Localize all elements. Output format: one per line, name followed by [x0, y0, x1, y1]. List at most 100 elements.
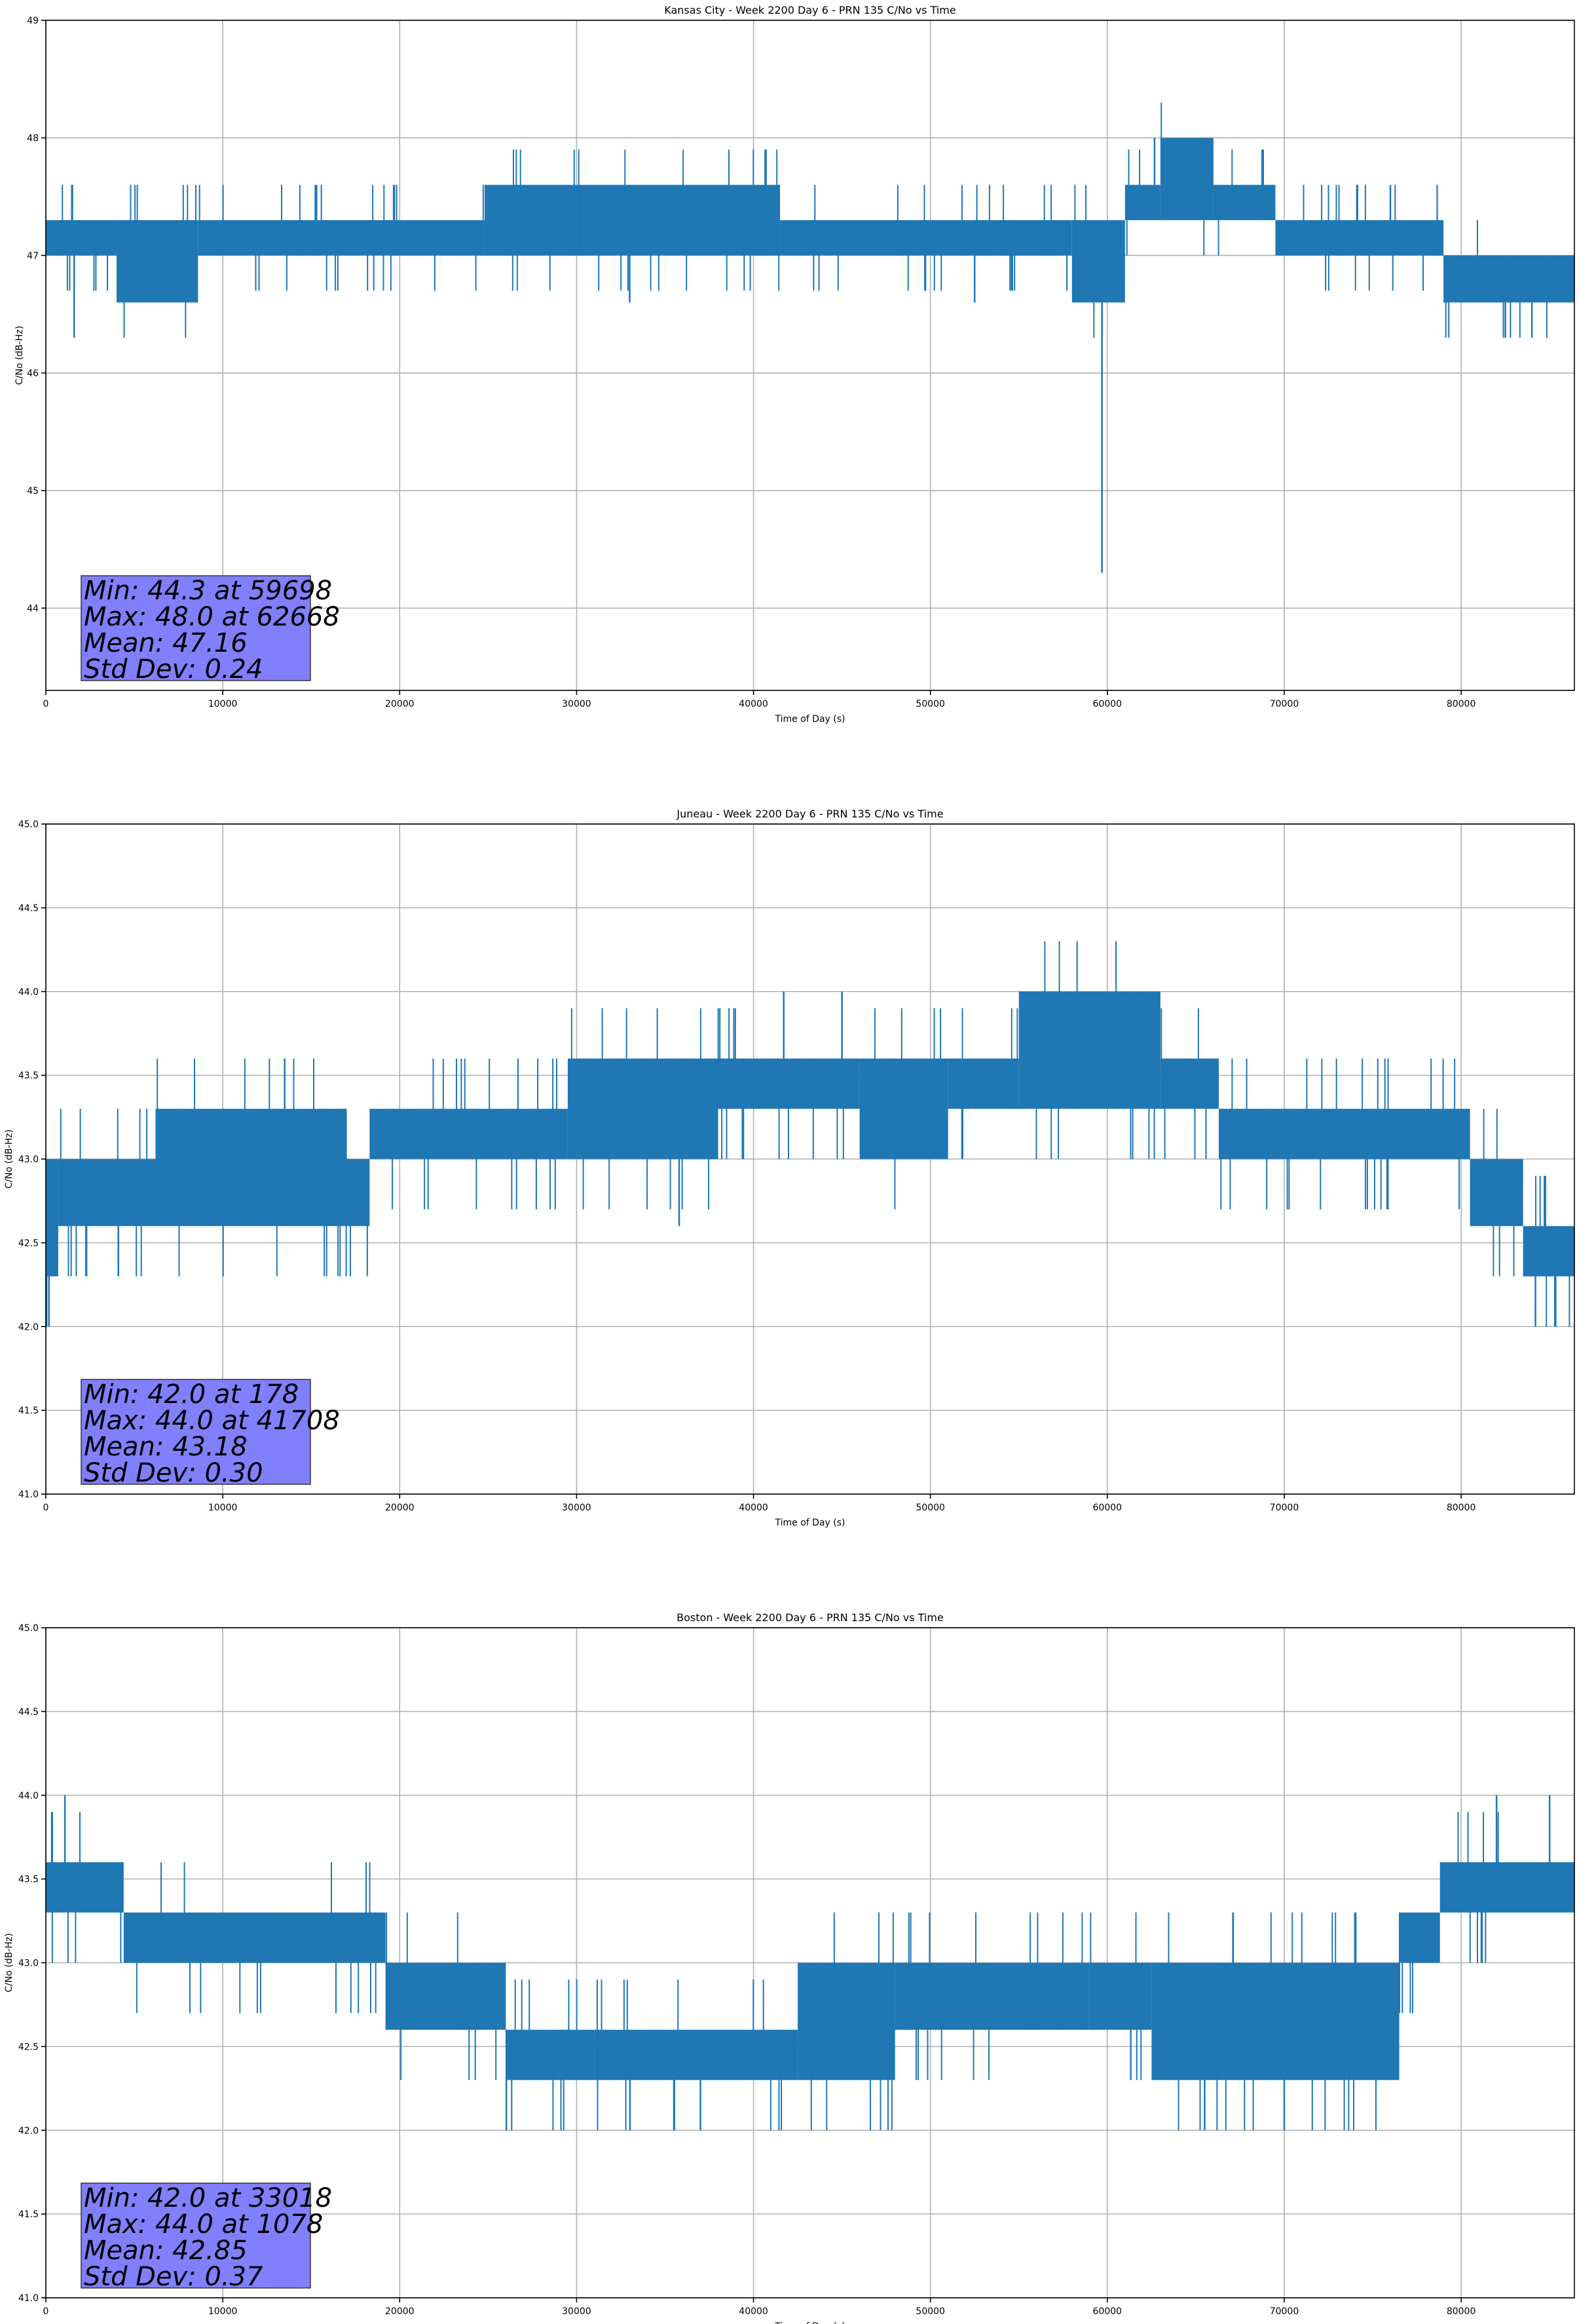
- x-tick-label: 40000: [739, 699, 768, 709]
- data-band: [1275, 220, 1444, 255]
- stats-line: Min: 42.0 at 178: [84, 1379, 299, 1410]
- x-tick-label: 70000: [1270, 699, 1299, 709]
- x-tick-label: 80000: [1447, 1503, 1476, 1513]
- x-tick-label: 50000: [916, 699, 945, 709]
- y-tick-label: 44.5: [18, 1707, 39, 1717]
- y-tick-label: 41.5: [18, 1406, 39, 1416]
- y-tick-label: 42.0: [18, 1322, 39, 1332]
- data-band: [1213, 185, 1276, 221]
- x-tick-label: 60000: [1093, 699, 1122, 709]
- y-axis-label: C/No (dB-Hz): [14, 326, 25, 384]
- data-band: [1160, 138, 1214, 221]
- data-band: [1439, 1862, 1574, 1913]
- data-band: [1089, 1962, 1152, 2030]
- stats-line: Mean: 42.85: [84, 2236, 248, 2266]
- x-tick-label: 60000: [1093, 1503, 1122, 1513]
- y-tick-label: 43.0: [18, 1155, 39, 1165]
- data-band: [123, 1912, 386, 1963]
- stats-line: Std Dev: 0.30: [84, 1458, 263, 1488]
- x-tick-label: 0: [43, 2306, 49, 2317]
- y-tick-label: 49: [27, 16, 39, 26]
- data-band: [1523, 1226, 1574, 1277]
- x-tick-label: 80000: [1447, 699, 1476, 709]
- x-tick-label: 0: [43, 699, 49, 709]
- x-tick-label: 80000: [1447, 2306, 1476, 2317]
- data-band: [948, 1059, 1019, 1109]
- data-line: [46, 941, 1570, 1327]
- data-band: [385, 1962, 506, 2030]
- x-tick-label: 70000: [1270, 1503, 1299, 1513]
- y-tick-label: 42.5: [18, 2042, 39, 2052]
- data-band: [567, 1059, 718, 1159]
- x-tick-label: 50000: [916, 1503, 945, 1513]
- stats-line: Max: 44.0 at 1078: [84, 2209, 323, 2240]
- y-tick-label: 42.5: [18, 1238, 39, 1248]
- y-tick-label: 41.5: [18, 2209, 39, 2220]
- data-band: [1160, 1059, 1219, 1109]
- x-axis-label: Time of Day (s): [775, 714, 845, 724]
- data-band: [46, 1862, 124, 1913]
- x-tick-label: 30000: [562, 1503, 591, 1513]
- y-tick-label: 43.0: [18, 1959, 39, 1969]
- x-tick-label: 20000: [385, 699, 415, 709]
- x-tick-label: 40000: [739, 2306, 768, 2317]
- y-tick-label: 44.0: [18, 1791, 39, 1801]
- data-band: [594, 2029, 798, 2080]
- data-band: [1151, 1962, 1400, 2080]
- data-line: [50, 1812, 1499, 2131]
- data-band: [46, 220, 117, 255]
- chart-title: Boston - Week 2200 Day 6 - PRN 135 C/No …: [677, 1611, 944, 1624]
- chart-panel-2: 0 10000 20000 30000 40000 50000 60000 70000 8000…: [4, 808, 1575, 1528]
- x-tick-label: 10000: [208, 1503, 238, 1513]
- y-tick-label: 41.0: [18, 1490, 39, 1500]
- y-tick-label: 43.5: [18, 1071, 39, 1081]
- y-tick-label: 45.0: [18, 819, 39, 830]
- x-tick-label: 10000: [208, 699, 238, 709]
- y-tick-label: 44.0: [18, 987, 39, 998]
- stats-line: Mean: 47.16: [84, 628, 248, 658]
- data-band: [46, 1159, 58, 1277]
- stats-box: [81, 1379, 311, 1485]
- axes-frame: [45, 20, 1575, 691]
- y-tick-label: 45: [27, 486, 39, 497]
- data-band: [198, 220, 485, 255]
- y-tick-label: 41.0: [18, 2293, 39, 2304]
- x-tick-label: 70000: [1270, 2306, 1299, 2317]
- data-band: [1399, 1912, 1440, 1963]
- data-band: [155, 1108, 347, 1226]
- stats-line: Max: 48.0 at 62668: [84, 602, 340, 632]
- data-band: [895, 1962, 1090, 2030]
- data-band: [1018, 991, 1160, 1109]
- stats-line: Std Dev: 0.24: [84, 654, 263, 684]
- data-band: [484, 185, 577, 255]
- stats-box: [81, 575, 311, 681]
- x-tick-label: 50000: [916, 2306, 945, 2317]
- chart-panel-1: 0 10000 20000 30000 40000 50000 60000 70000 8000…: [14, 4, 1575, 724]
- y-tick-label: 44.5: [18, 903, 39, 914]
- x-tick-label: 10000: [208, 2306, 238, 2317]
- y-tick-label: 45.0: [18, 1623, 39, 1634]
- stats-line: Max: 44.0 at 41708: [84, 1406, 340, 1436]
- data-band: [1219, 1108, 1470, 1159]
- y-tick-label: 46: [27, 368, 39, 379]
- y-tick-label: 42.0: [18, 2126, 39, 2136]
- x-tick-label: 60000: [1093, 2306, 1122, 2317]
- y-tick-label: 44: [27, 603, 39, 614]
- x-axis-label: Time of Day (s): [775, 1518, 845, 1528]
- stats-line: Std Dev: 0.37: [84, 2262, 263, 2292]
- y-tick-label: 43.5: [18, 1875, 39, 1885]
- x-tick-label: 30000: [562, 2306, 591, 2317]
- data-band: [1071, 220, 1125, 303]
- data-band: [369, 1108, 568, 1159]
- chart-panel-3: 0 10000 20000 30000 40000 50000 60000 70000 8000…: [4, 1611, 1575, 2324]
- chart-title: Kansas City - Week 2200 Day 6 - PRN 135 …: [664, 4, 955, 16]
- y-axis-label: C/No (dB-Hz): [4, 1933, 14, 1992]
- stats-line: Min: 42.0 at 33018: [84, 2183, 332, 2213]
- data-band: [506, 2029, 595, 2080]
- x-tick-label: 40000: [739, 1503, 768, 1513]
- y-axis-label: C/No (dB-Hz): [4, 1129, 14, 1188]
- data-band: [1124, 185, 1160, 221]
- x-tick-label: 30000: [562, 699, 591, 709]
- stats-line: Mean: 43.18: [84, 1432, 248, 1462]
